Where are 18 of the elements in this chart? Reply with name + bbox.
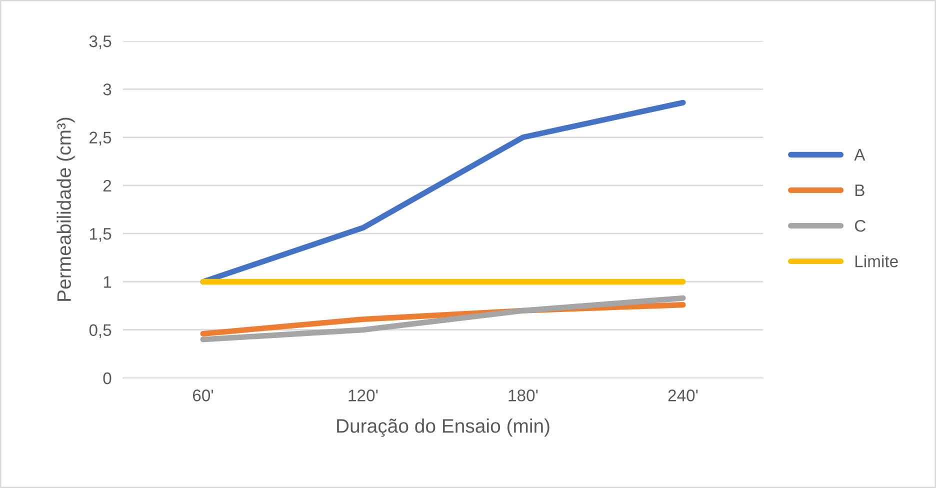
legend-label: C	[854, 220, 866, 232]
y-tick-label: 2,5	[90, 132, 112, 146]
y-tick-label: 3,5	[89, 35, 112, 50]
y-tick-label: 0,5	[89, 324, 112, 338]
legend-label: A	[854, 149, 866, 161]
x-axis-title: Duração do Ensaio (min)	[337, 418, 550, 437]
y-tick-label: 0	[103, 372, 112, 384]
x-tick-label: 240'	[668, 390, 698, 402]
x-tick-label: 120'	[348, 390, 378, 402]
y-tick-label: 1	[104, 276, 112, 288]
legend-label: B	[856, 184, 864, 196]
y-tick-label: 3	[103, 84, 112, 96]
x-tick-label: 180'	[508, 390, 538, 402]
y-tick-label: 2	[103, 180, 112, 192]
x-tick-label: 60'	[192, 390, 214, 402]
legend-label: Limite	[856, 255, 898, 268]
y-tick-label: 1,5	[90, 228, 112, 242]
y-axis-title: Permeabilidade (cm³)	[56, 118, 75, 301]
